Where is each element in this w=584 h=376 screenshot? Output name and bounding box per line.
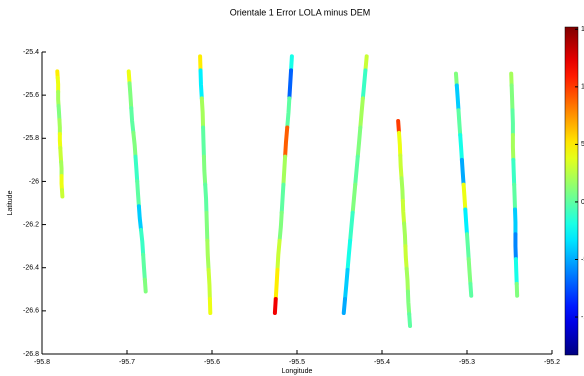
track-point [133, 154, 140, 184]
chart-title: Orientale 1 Error LOLA minus DEM [230, 7, 371, 17]
colorbar-tick-label: 10 [581, 84, 584, 91]
track-point [277, 210, 284, 243]
track-point [456, 108, 463, 138]
track-point [56, 103, 62, 122]
track-point [142, 277, 148, 294]
y-axis-label: Latitude [7, 190, 14, 215]
track-point [281, 154, 288, 187]
y-tick-label: -26.2 [23, 221, 39, 228]
track-point [289, 54, 294, 73]
x-tick-label: -95.4 [374, 359, 390, 366]
colorbar-tick-label: 15 [581, 26, 584, 33]
track-point [272, 296, 278, 316]
track-point [511, 157, 517, 187]
track-point [454, 83, 461, 113]
x-tick-label: -95.5 [289, 359, 305, 366]
y-tick-label: -25.8 [23, 135, 39, 142]
x-tick-label: -95.8 [34, 359, 50, 366]
colorbar-tick-label: 5 [581, 141, 584, 148]
track-point [458, 133, 464, 162]
track-point [198, 68, 204, 101]
track-point [459, 157, 466, 187]
track-point [201, 125, 206, 159]
track-point [131, 130, 138, 159]
y-tick-label: -25.4 [23, 49, 39, 56]
track-point [341, 296, 348, 316]
track-point [350, 182, 358, 215]
x-axis-label: Longitude [282, 368, 313, 375]
track-point [127, 81, 134, 111]
track-point [139, 227, 146, 257]
track-point [358, 96, 365, 130]
track-point [402, 221, 408, 249]
colorbar-tick-label: -5 [581, 256, 584, 263]
track-point [461, 182, 468, 212]
track-point [206, 267, 212, 301]
track-point [513, 257, 519, 286]
colorbar-tick-label: 0 [581, 199, 584, 206]
track-point [58, 145, 64, 165]
track-point [285, 96, 292, 130]
track-point [353, 154, 360, 187]
track-point [141, 252, 147, 282]
x-tick-label: -95.3 [459, 359, 475, 366]
y-tick-label: -26.8 [23, 351, 39, 358]
x-tick-label: -95.6 [204, 359, 220, 366]
y-tick-label: -26.4 [23, 265, 39, 272]
track-point [407, 312, 413, 328]
track-point [205, 238, 211, 272]
x-tick-label: -95.7 [119, 359, 135, 366]
colorbar [564, 26, 579, 356]
track-point [343, 267, 350, 301]
track-point [399, 176, 405, 203]
track-point [275, 238, 282, 272]
track-point [405, 289, 412, 317]
track-point [468, 281, 474, 298]
track-point [135, 179, 141, 209]
track-point [403, 244, 409, 271]
track-point [363, 54, 369, 73]
track-point [400, 198, 407, 226]
track-point [203, 182, 209, 215]
track-point [283, 125, 290, 159]
track-point [404, 266, 410, 294]
track-point [136, 204, 144, 232]
track-point [463, 207, 469, 237]
track-point [348, 210, 355, 243]
track-point [355, 125, 363, 159]
track-point [199, 96, 206, 130]
y-tick-label: -25.6 [23, 92, 39, 99]
track-point [512, 182, 518, 212]
track-point [279, 182, 286, 215]
colorbar-tick-label: -10 [581, 314, 584, 321]
track-point [273, 267, 280, 301]
track-point [204, 210, 210, 243]
track-point [360, 68, 368, 101]
y-tick-label: -26.6 [23, 308, 39, 315]
track-point [397, 130, 403, 158]
track-point [465, 232, 471, 262]
track-point [129, 106, 136, 135]
track-point [398, 153, 404, 181]
y-tick-label: -26 [29, 178, 39, 185]
track-point [287, 68, 294, 101]
track-point [466, 257, 473, 286]
track-point [201, 154, 208, 187]
track-point [345, 238, 353, 272]
x-tick-label: -95.2 [544, 359, 560, 366]
track-point [509, 83, 515, 113]
